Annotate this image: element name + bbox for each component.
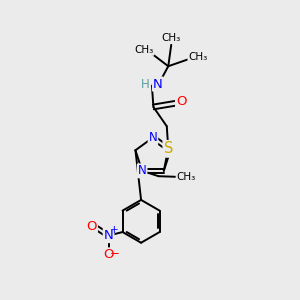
Text: N: N [104,229,113,242]
Text: CH₃: CH₃ [162,33,181,43]
Text: CH₃: CH₃ [134,45,154,55]
Text: N: N [153,78,163,91]
Text: N: N [166,144,175,157]
Text: H: H [141,78,150,91]
Text: −: − [110,247,120,260]
Text: CH₃: CH₃ [176,172,196,182]
Text: S: S [164,141,173,156]
Text: +: + [110,225,119,235]
Text: N: N [148,131,157,144]
Text: N: N [138,164,146,177]
Text: O: O [86,220,97,233]
Text: CH₃: CH₃ [188,52,208,62]
Text: O: O [103,248,114,261]
Text: O: O [176,95,187,108]
